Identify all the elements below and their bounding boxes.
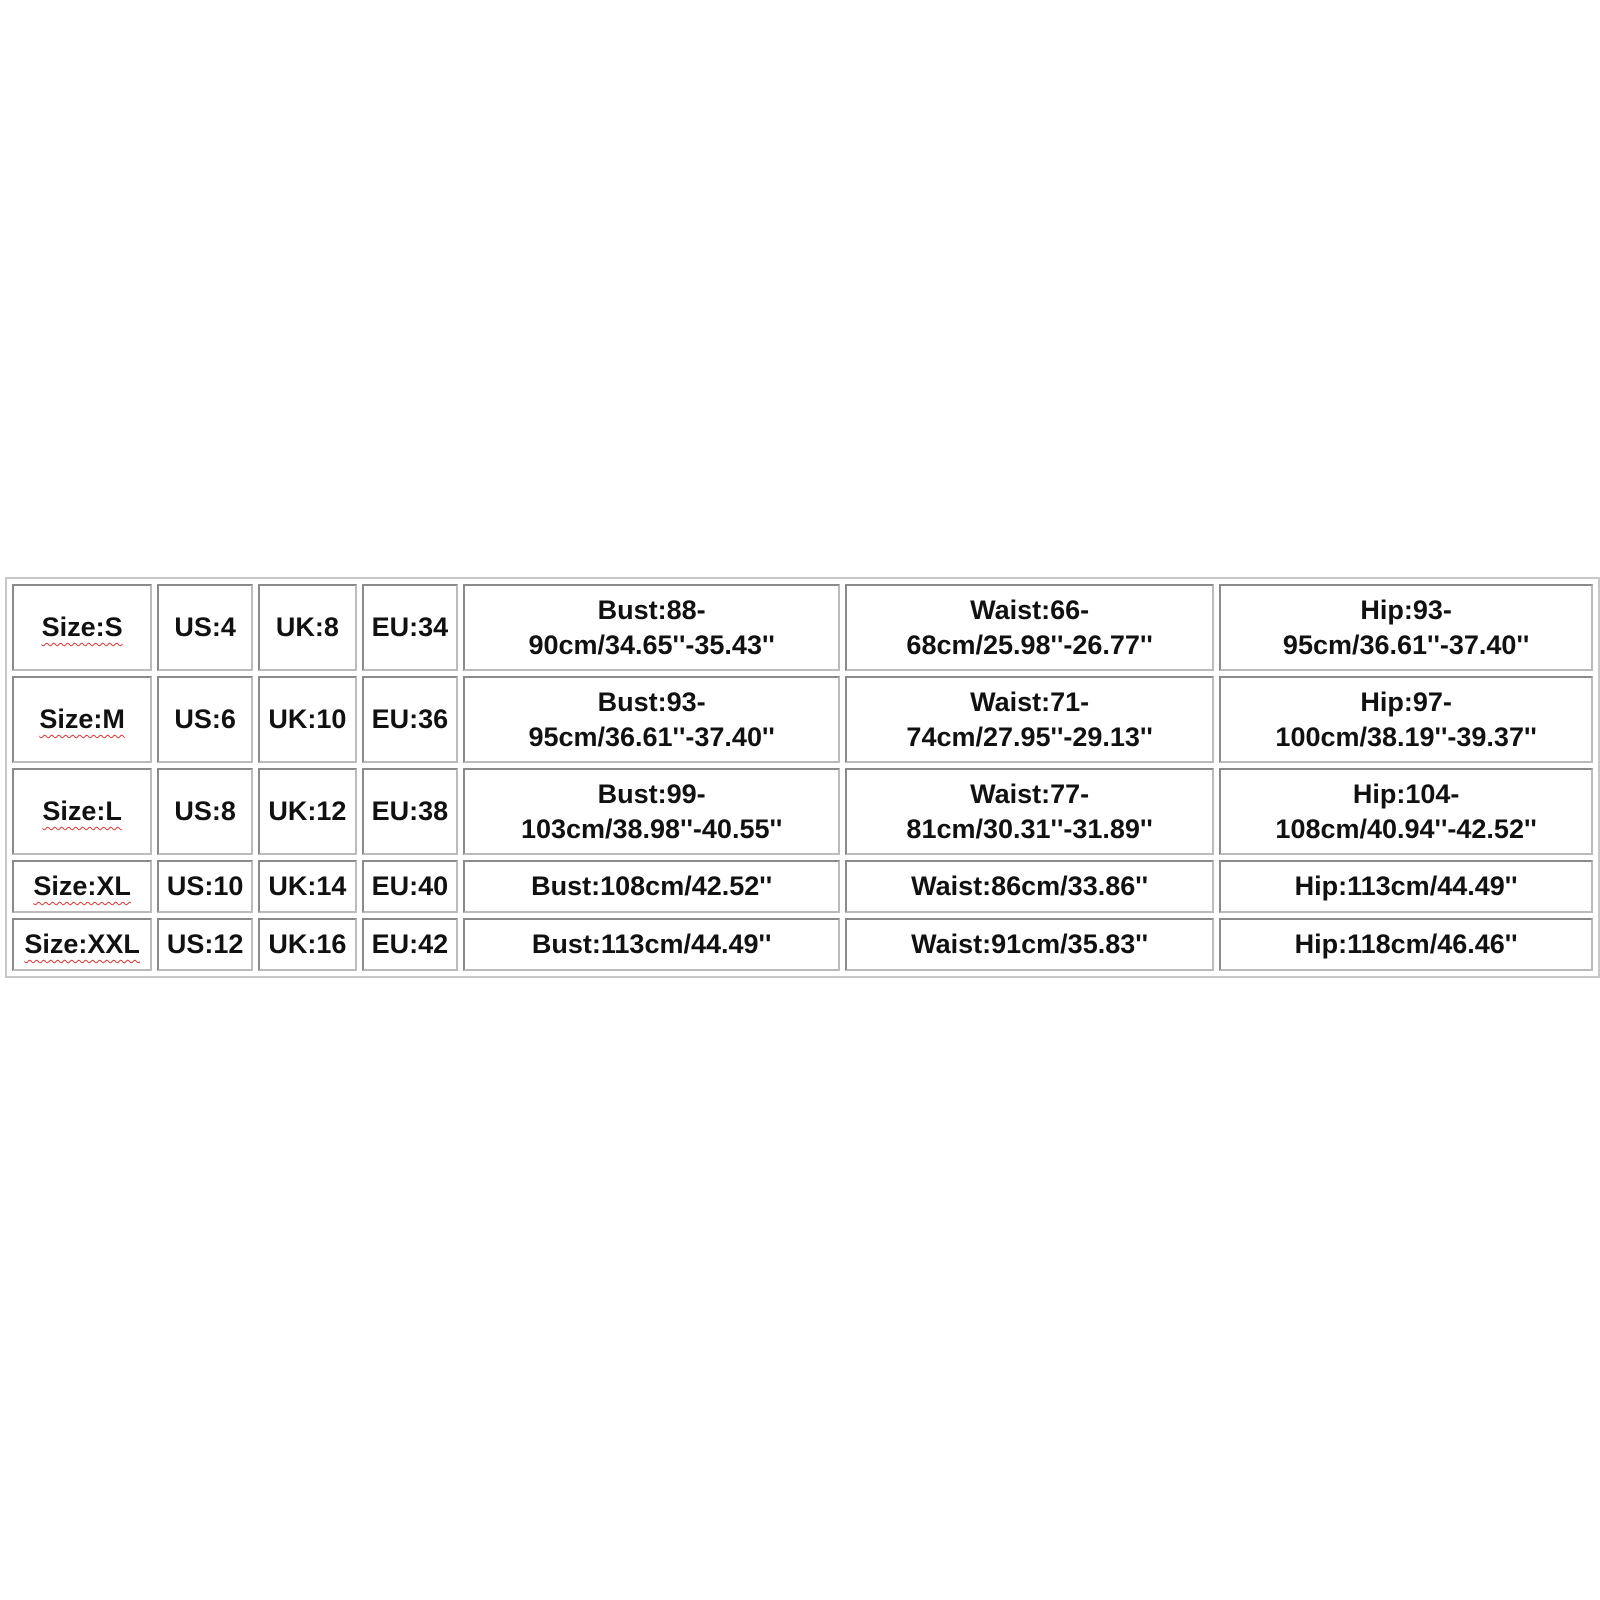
hip-text: Hip:104-108cm/40.94''-42.52'' xyxy=(1275,778,1537,844)
table-row: Size:S US:4 UK:8 EU:34 Bust:88-90cm/34.65''-… xyxy=(12,584,1593,671)
us-size-text: US:10 xyxy=(166,871,244,901)
cell-eu-size: EU:40 xyxy=(361,860,459,913)
cell-waist: Waist:71-74cm/27.95''-29.13'' xyxy=(845,676,1215,763)
us-size-text: US:6 xyxy=(174,704,236,734)
us-size-text: US:8 xyxy=(174,796,236,826)
cell-hip: Hip:113cm/44.49'' xyxy=(1219,860,1593,913)
bust-text: Bust:93-95cm/36.61''-37.40'' xyxy=(528,686,775,752)
eu-size-text: EU:38 xyxy=(371,796,449,826)
cell-hip: Hip:118cm/46.46'' xyxy=(1219,918,1593,971)
waist-text: Waist:71-74cm/27.95''-29.13'' xyxy=(906,686,1153,752)
waist-text: Waist:66-68cm/25.98''-26.77'' xyxy=(906,594,1153,660)
cell-eu-size: EU:38 xyxy=(361,768,459,855)
cell-waist: Waist:86cm/33.86'' xyxy=(845,860,1215,913)
size-text: Size:L xyxy=(42,796,122,826)
table-row: Size:XL US:10 UK:14 EU:40 Bust:108cm/42.52''… xyxy=(12,860,1593,913)
uk-size-text: UK:16 xyxy=(268,929,347,959)
size-text: Size:XXL xyxy=(24,929,140,959)
cell-uk-size: UK:12 xyxy=(258,768,357,855)
cell-bust: Bust:93-95cm/36.61''-37.40'' xyxy=(463,676,840,763)
cell-eu-size: EU:34 xyxy=(361,584,459,671)
size-text: Size:M xyxy=(39,704,125,734)
us-size-text: US:4 xyxy=(174,612,236,642)
uk-size-text: UK:12 xyxy=(268,796,347,826)
hip-text: Hip:118cm/46.46'' xyxy=(1294,929,1518,959)
cell-size: Size:XL xyxy=(12,860,153,913)
cell-us-size: US:4 xyxy=(157,584,254,671)
cell-uk-size: UK:8 xyxy=(258,584,357,671)
cell-bust: Bust:99-103cm/38.98''-40.55'' xyxy=(463,768,840,855)
cell-us-size: US:6 xyxy=(157,676,254,763)
hip-text: Hip:97-100cm/38.19''-39.37'' xyxy=(1275,686,1537,752)
cell-size: Size:L xyxy=(12,768,153,855)
cell-bust: Bust:113cm/44.49'' xyxy=(463,918,840,971)
cell-us-size: US:12 xyxy=(157,918,254,971)
cell-hip: Hip:97-100cm/38.19''-39.37'' xyxy=(1219,676,1593,763)
eu-size-text: EU:36 xyxy=(371,704,449,734)
hip-text: Hip:93-95cm/36.61''-37.40'' xyxy=(1282,594,1530,660)
bust-text: Bust:108cm/42.52'' xyxy=(531,871,773,901)
eu-size-text: EU:40 xyxy=(371,871,449,901)
cell-eu-size: EU:42 xyxy=(361,918,459,971)
table-row: Size:M US:6 UK:10 EU:36 Bust:93-95cm/36.61''… xyxy=(12,676,1593,763)
cell-size: Size:S xyxy=(12,584,153,671)
uk-size-text: UK:8 xyxy=(275,612,339,642)
table-row: Size:L US:8 UK:12 EU:38 Bust:99-103cm/38.98'… xyxy=(12,768,1593,855)
hip-text: Hip:113cm/44.49'' xyxy=(1294,871,1518,901)
eu-size-text: EU:34 xyxy=(371,612,449,642)
bust-text: Bust:88-90cm/34.65''-35.43'' xyxy=(528,594,775,660)
size-chart-table: Size:S US:4 UK:8 EU:34 Bust:88-90cm/34.65''-… xyxy=(5,577,1600,978)
cell-waist: Waist:66-68cm/25.98''-26.77'' xyxy=(845,584,1215,671)
cell-hip: Hip:104-108cm/40.94''-42.52'' xyxy=(1219,768,1593,855)
cell-uk-size: UK:10 xyxy=(258,676,357,763)
waist-text: Waist:86cm/33.86'' xyxy=(911,871,1149,901)
waist-text: Waist:91cm/35.83'' xyxy=(911,929,1149,959)
bust-text: Bust:99-103cm/38.98''-40.55'' xyxy=(520,778,783,844)
cell-us-size: US:10 xyxy=(157,860,254,913)
cell-waist: Waist:77-81cm/30.31''-31.89'' xyxy=(845,768,1215,855)
cell-size: Size:M xyxy=(12,676,153,763)
cell-bust: Bust:88-90cm/34.65''-35.43'' xyxy=(463,584,840,671)
uk-size-text: UK:10 xyxy=(268,704,347,734)
cell-waist: Waist:91cm/35.83'' xyxy=(845,918,1215,971)
size-text: Size:S xyxy=(41,612,123,642)
cell-bust: Bust:108cm/42.52'' xyxy=(463,860,840,913)
bust-text: Bust:113cm/44.49'' xyxy=(531,929,772,959)
cell-hip: Hip:93-95cm/36.61''-37.40'' xyxy=(1219,584,1593,671)
eu-size-text: EU:42 xyxy=(371,929,449,959)
cell-uk-size: UK:16 xyxy=(258,918,357,971)
cell-uk-size: UK:14 xyxy=(258,860,357,913)
waist-text: Waist:77-81cm/30.31''-31.89'' xyxy=(906,778,1153,844)
us-size-text: US:12 xyxy=(166,929,244,959)
size-text: Size:XL xyxy=(33,871,131,901)
cell-size: Size:XXL xyxy=(12,918,153,971)
cell-us-size: US:8 xyxy=(157,768,254,855)
uk-size-text: UK:14 xyxy=(268,871,347,901)
table-row: Size:XXL US:12 UK:16 EU:42 Bust:113cm/44.49'… xyxy=(12,918,1593,971)
cell-eu-size: EU:36 xyxy=(361,676,459,763)
